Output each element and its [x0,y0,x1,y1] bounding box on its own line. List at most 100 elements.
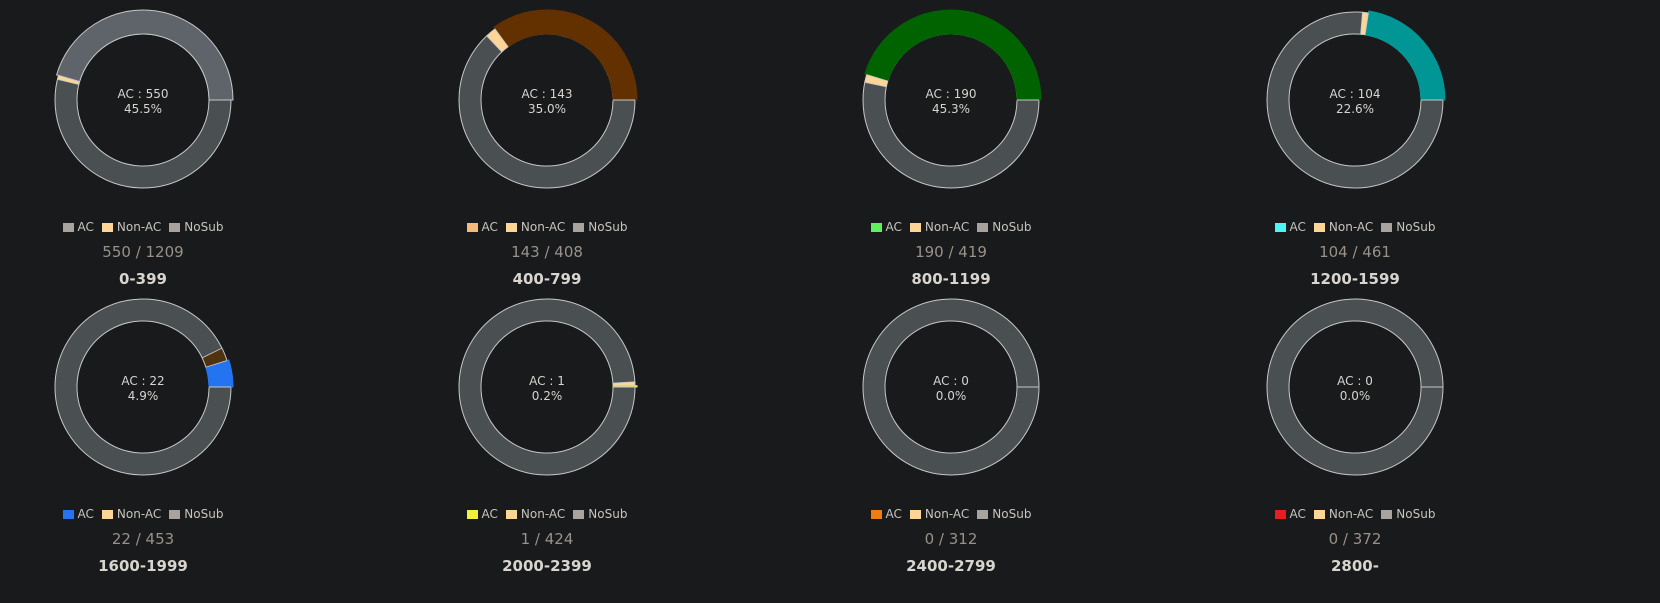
legend-item-ac[interactable]: AC [466,220,498,234]
center-ac-label: AC : 550 [118,87,169,101]
solved-ratio: 1 / 424 [520,530,574,548]
center-percent-label: 35.0% [528,102,566,116]
solved-ratio: 550 / 1209 [102,243,184,261]
legend-item-ac[interactable]: AC [1274,220,1306,234]
difficulty-range-title: 2000-2399 [502,557,592,575]
slice-non-ac[interactable] [864,74,889,88]
legend-label-ac: AC [77,220,94,234]
legend-label-ac: AC [885,507,902,521]
chart-legend: AC Non-AC NoSub [13,220,273,234]
legend-item-nosub[interactable]: NoSub [1381,220,1435,234]
solved-ratio: 22 / 453 [111,530,175,548]
legend-item-ac[interactable]: AC [62,220,94,234]
legend-label-ac: AC [481,507,498,521]
center-ac-label: AC : 1 [529,374,565,388]
slice-nosub[interactable] [1266,11,1444,189]
center-ac-label: AC : 143 [522,87,573,101]
slice-nosub[interactable] [1266,298,1444,476]
legend-label-nosub: NoSub [1396,507,1436,521]
slice-nosub[interactable] [54,298,232,476]
chart-legend: AC Non-AC NoSub [1225,220,1485,234]
legend-label-ac: AC [885,220,902,234]
legend-label-nosub: NoSub [184,507,224,521]
slice-non-ac[interactable] [612,381,636,387]
legend-swatch-ac [870,509,882,519]
chart-legend: AC Non-AC NoSub [1225,507,1485,521]
difficulty-range-title: 400-799 [512,270,582,288]
legend-swatch-non-ac [909,509,921,519]
difficulty-range-title: 2800- [1331,557,1379,575]
legend-swatch-nosub [1381,222,1393,232]
legend-item-nosub[interactable]: NoSub [1381,507,1435,521]
chart-2000-2399: AC : 1 0.2% AC Non-AC NoSub 1 / 424 2000-2399 [417,287,677,577]
center-percent-label: 0.2% [532,389,563,403]
legend-item-non-ac[interactable]: Non-AC [1313,507,1373,521]
donut-chart: AC : 00.0% [1266,298,1444,476]
legend-item-ac[interactable]: AC [466,507,498,521]
legend-label-non-ac: Non-AC [520,220,566,234]
legend-item-ac[interactable]: AC [870,220,902,234]
legend-swatch-non-ac [1313,222,1325,232]
slice-non-ac[interactable] [1360,11,1369,36]
legend-item-nosub[interactable]: NoSub [977,220,1031,234]
legend-label-nosub: NoSub [1396,220,1436,234]
slice-ac[interactable] [1364,10,1446,101]
chart-1200-1599: AC : 104 22.6% AC Non-AC NoSub 104 / 461 1200-… [1225,0,1485,290]
legend-item-nosub[interactable]: NoSub [573,220,627,234]
legend-swatch-nosub [573,509,585,519]
legend-swatch-nosub [169,509,181,519]
legend-swatch-nosub [977,222,989,232]
chart-legend: AC Non-AC NoSub [821,507,1081,521]
legend-swatch-ac [62,222,74,232]
legend-item-nosub[interactable]: NoSub [169,507,223,521]
legend-swatch-ac [1274,509,1286,519]
legend-item-ac[interactable]: AC [62,507,94,521]
legend-label-non-ac: Non-AC [924,507,970,521]
slice-ac[interactable] [864,9,1042,101]
chart-legend: AC Non-AC NoSub [13,507,273,521]
legend-item-non-ac[interactable]: Non-AC [101,220,161,234]
legend-item-non-ac[interactable]: Non-AC [909,220,970,234]
legend-item-nosub[interactable]: NoSub [977,507,1031,521]
legend-item-non-ac[interactable]: Non-AC [505,220,566,234]
chart-2400-2799: AC : 0 0.0% AC Non-AC NoSub 0 / 312 2400-2799 [821,287,1081,577]
center-ac-label: AC : 190 [926,87,977,101]
slice-non-ac[interactable] [486,28,509,53]
slice-non-ac[interactable] [201,347,228,368]
legend-label-ac: AC [77,507,94,521]
legend-swatch-non-ac [505,509,517,519]
chart-legend: AC Non-AC NoSub [417,507,677,521]
legend-item-non-ac[interactable]: Non-AC [1313,220,1373,234]
legend-label-nosub: NoSub [992,220,1032,234]
center-ac-label: AC : 22 [121,374,164,388]
center-ac-label: AC : 104 [1330,87,1381,101]
center-percent-label: 0.0% [1340,389,1371,403]
solved-ratio: 190 / 419 [915,243,987,261]
slice-nosub[interactable] [458,298,636,476]
donut-chart: AC : 10.2% [458,298,638,476]
slice-nosub[interactable] [862,298,1040,476]
difficulty-range-title: 1600-1999 [98,557,188,575]
chart-1600-1999: AC : 22 4.9% AC Non-AC NoSub 22 / 453 1600-199… [13,287,273,577]
legend-item-nosub[interactable]: NoSub [169,220,223,234]
slice-ac[interactable] [493,9,638,101]
legend-swatch-nosub [1381,509,1393,519]
slice-ac[interactable] [55,9,234,101]
legend-swatch-ac [1274,222,1286,232]
legend-item-nosub[interactable]: NoSub [573,507,627,521]
legend-label-ac: AC [1289,220,1306,234]
chart-2800-: AC : 0 0.0% AC Non-AC NoSub 0 / 372 2800- [1225,287,1485,577]
legend-swatch-ac [466,509,478,519]
legend-item-ac[interactable]: AC [1274,507,1306,521]
legend-item-non-ac[interactable]: Non-AC [909,507,970,521]
difficulty-range-title: 0-399 [119,270,167,288]
center-percent-label: 4.9% [128,389,159,403]
slice-non-ac[interactable] [56,74,81,86]
legend-item-non-ac[interactable]: Non-AC [505,507,565,521]
legend-label-non-ac: Non-AC [924,220,970,234]
legend-item-ac[interactable]: AC [870,507,902,521]
legend-item-non-ac[interactable]: Non-AC [101,507,161,521]
solved-ratio: 104 / 461 [1319,243,1391,261]
